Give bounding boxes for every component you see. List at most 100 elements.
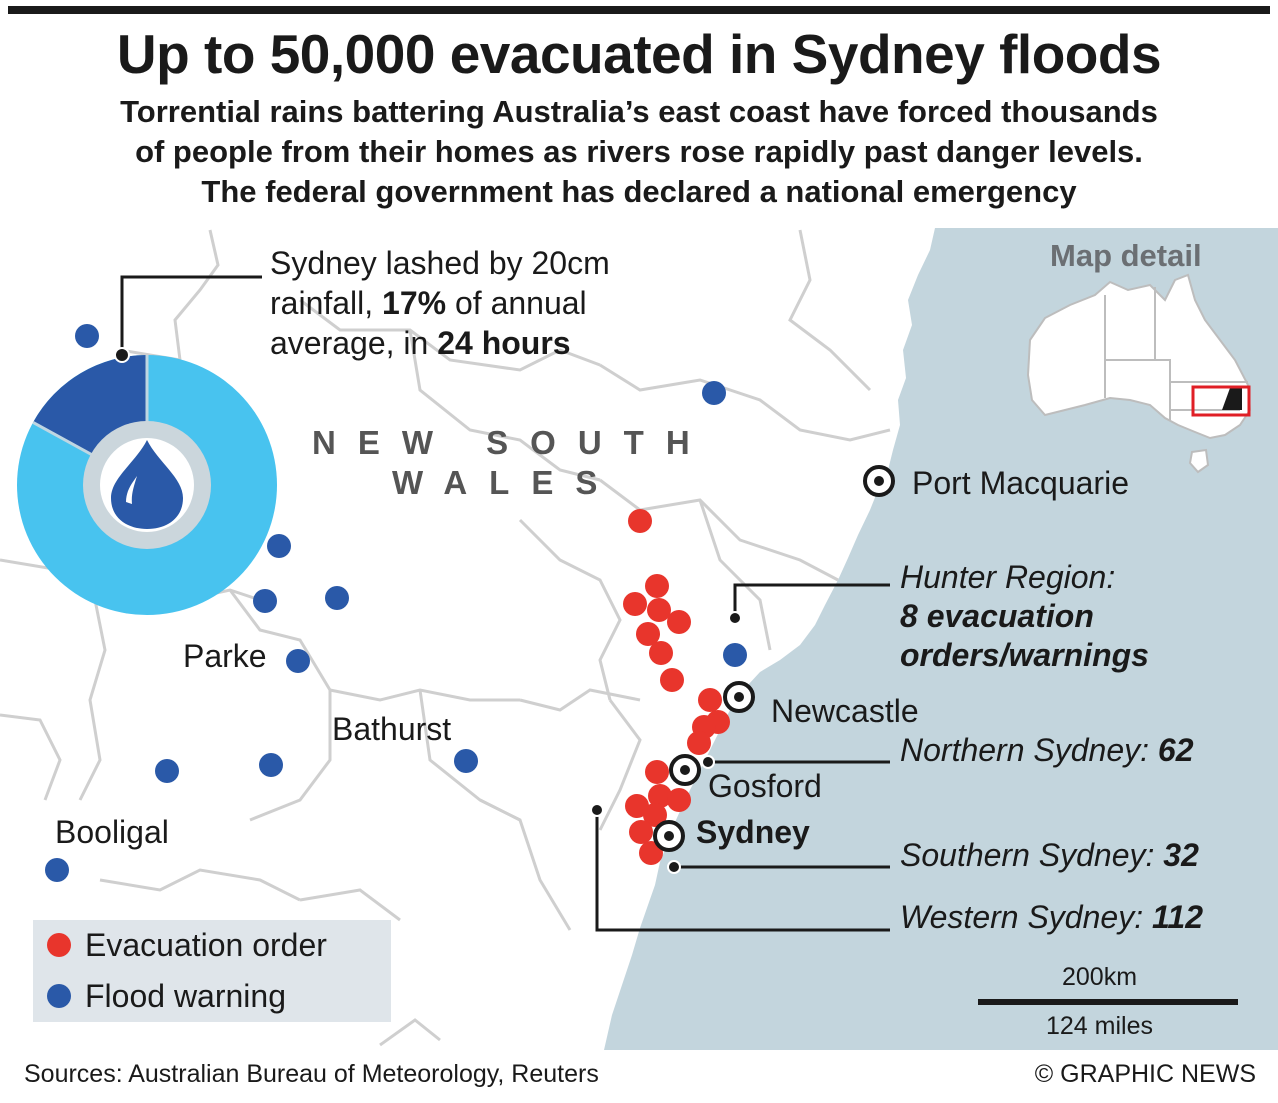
australia-inset — [1026, 273, 1252, 474]
rainfall-line-2: rainfall, 17% of annual — [270, 283, 610, 323]
flood-warning-point — [259, 753, 283, 777]
evacuation-point — [629, 820, 653, 844]
flood-warning-point — [454, 749, 478, 773]
evacuation-point — [687, 731, 711, 755]
legend-evacuation-order: Evacuation order — [47, 925, 327, 965]
top-rule — [8, 6, 1270, 14]
sources-credit: Sources: Australian Bureau of Meteorolog… — [24, 1060, 599, 1088]
hunter-leader-dot — [728, 611, 742, 625]
evacuation-point — [645, 574, 669, 598]
western-sydney-callout: Western Sydney: 112 — [900, 899, 1203, 936]
city-label-gosford: Gosford — [708, 768, 822, 804]
inset-state-borders — [1104, 287, 1248, 420]
evacuation-point — [625, 794, 649, 818]
flood-warning-point — [723, 643, 747, 667]
western-sydney-leader-dot — [590, 803, 604, 817]
nsw-map — [0, 228, 1278, 1050]
rainfall-annotation: Sydney lashed by 20cm rainfall, 17% of a… — [270, 243, 610, 363]
city-label-bathurst: Bathurst — [332, 711, 452, 747]
evacuation-point — [628, 509, 652, 533]
sydney-marker — [653, 820, 685, 852]
western-sydney-leader-line — [595, 810, 890, 932]
evacuation-point — [645, 760, 669, 784]
northern-sydney-leader-dot — [701, 755, 715, 769]
western-sydney-count: 112 — [1151, 899, 1203, 935]
evacuation-dot-icon — [47, 933, 71, 957]
water-drop-icon — [111, 440, 183, 529]
flood-warning-point — [702, 381, 726, 405]
flood-warning-point — [75, 324, 99, 348]
rainfall-duration: 24 hours — [437, 325, 571, 361]
port-macquarie-marker — [863, 465, 895, 497]
flood-warning-point — [325, 586, 349, 610]
evacuation-point — [639, 841, 663, 865]
map-legend: Evacuation order Flood warning — [33, 920, 391, 1022]
evacuation-point — [667, 610, 691, 634]
detail-frame — [1191, 385, 1251, 417]
nsw-highlight — [1222, 388, 1242, 410]
region-label-line-1: NEW SOUTH — [312, 424, 712, 461]
flood-warning-point — [253, 589, 277, 613]
evacuation-point — [698, 688, 722, 712]
map-detail-title: Map detail — [1050, 238, 1202, 273]
callout-leaders — [595, 583, 890, 932]
rainfall-line-1: Sydney lashed by 20cm — [270, 245, 610, 281]
flood-warning-markers — [45, 324, 747, 882]
evacuation-point — [647, 598, 671, 622]
flood-dot-icon — [47, 984, 71, 1008]
evacuation-point — [667, 788, 691, 812]
hunter-callout-line-1: Hunter Region: — [900, 559, 1116, 595]
rainfall-percent: 17% — [382, 285, 447, 321]
city-markers — [653, 465, 895, 852]
city-label-sydney: Sydney — [696, 814, 810, 850]
northern-sydney-label: Northern Sydney: — [900, 732, 1158, 768]
evacuation-point — [643, 803, 667, 827]
scale-miles-label: 124 miles — [1046, 1012, 1153, 1040]
subheadline-line-3: The federal government has declared a na… — [201, 174, 1077, 209]
evacuation-point — [649, 641, 673, 665]
evacuation-order-markers — [623, 509, 730, 865]
subheadline-line-2: of people from their homes as rivers ros… — [135, 134, 1143, 169]
legend-flood-label: Flood warning — [85, 977, 286, 1014]
northern-sydney-callout: Northern Sydney: 62 — [900, 732, 1194, 769]
hunter-callout-line-2: 8 evacuation — [900, 598, 1094, 634]
rainfall-leader-dot — [114, 347, 130, 363]
subheadline-line-1: Torrential rains battering Australia’s e… — [120, 94, 1158, 129]
city-label-newcastle: Newcastle — [771, 693, 919, 729]
legend-flood-warning: Flood warning — [47, 976, 286, 1016]
southern-sydney-leader-dot — [667, 860, 681, 874]
headline: Up to 50,000 evacuated in Sydney floods — [116, 23, 1162, 85]
southern-sydney-count: 32 — [1163, 837, 1199, 873]
rainfall-line-3: average, in 24 hours — [270, 323, 610, 363]
southern-sydney-label: Southern Sydney: — [900, 837, 1164, 873]
hunter-callout-line-3: orders/warnings — [900, 637, 1149, 673]
city-label-booligal: Booligal — [55, 814, 169, 850]
subheadline: Torrential rains battering Australia’s e… — [0, 92, 1278, 212]
evacuation-point — [660, 668, 684, 692]
flood-warning-point — [286, 649, 310, 673]
southern-sydney-callout: Southern Sydney: 32 — [900, 837, 1199, 874]
rainfall-donut-chart — [17, 355, 277, 615]
newcastle-marker — [723, 681, 755, 713]
publisher-credit: © GRAPHIC NEWS — [1034, 1060, 1256, 1088]
drop-highlight — [126, 476, 137, 504]
hunter-leader-line — [733, 583, 890, 618]
western-sydney-label: Western Sydney: — [900, 899, 1152, 935]
northern-sydney-count: 62 — [1157, 732, 1194, 768]
flood-warning-point — [155, 759, 179, 783]
tasmania — [1188, 448, 1210, 474]
hunter-region-callout: Hunter Region: 8 evacuation orders/warni… — [900, 558, 1149, 675]
legend-evacuation-label: Evacuation order — [85, 926, 327, 963]
rainfall-line-3-text: average, in — [270, 325, 438, 361]
city-label-parke: Parke — [183, 638, 267, 674]
evacuation-point — [648, 784, 672, 808]
rainfall-line-2-text: rainfall, — [270, 285, 383, 321]
evacuation-point — [623, 592, 647, 616]
gosford-marker — [669, 754, 701, 786]
flood-warning-point — [267, 534, 291, 558]
scale-km-label: 200km — [1062, 963, 1138, 991]
rainfall-line-2-text-end: of annual — [446, 285, 587, 321]
rainfall-leader-line — [120, 275, 262, 355]
region-label-line-2: WALES — [392, 464, 620, 501]
evacuation-point — [636, 622, 660, 646]
